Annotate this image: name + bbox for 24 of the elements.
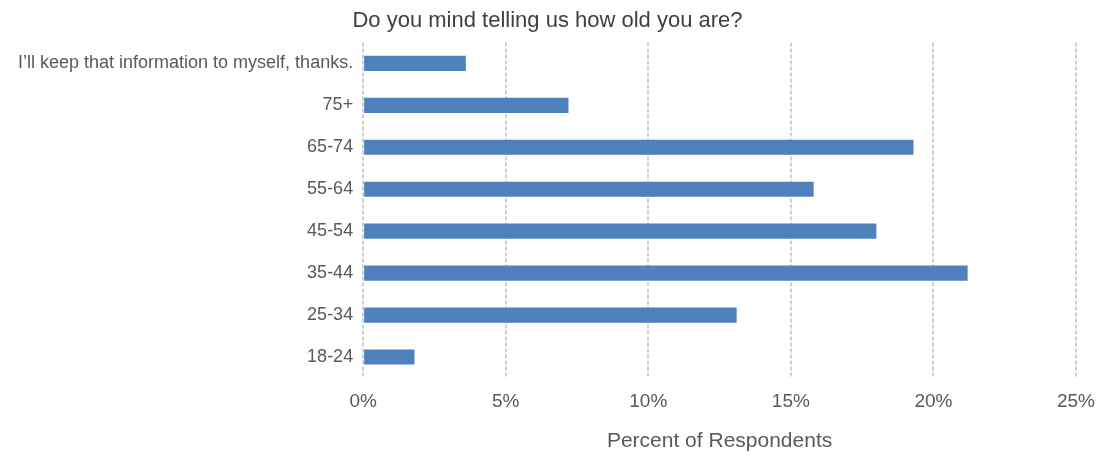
y-tick-label: 55-64 (307, 178, 354, 199)
bar (364, 97, 569, 113)
chart-title: Do you mind telling us how old you are? (352, 7, 743, 33)
bar (364, 181, 814, 197)
y-tick-label: 65-74 (307, 136, 354, 157)
y-tick-label: 18-24 (307, 345, 354, 366)
x-tick-label: 20% (914, 389, 953, 411)
y-tick-label: 35-44 (307, 262, 354, 283)
y-tick-label: I’ll keep that information to myself, thanks. (18, 52, 354, 73)
y-tick-label: 75+ (322, 94, 354, 115)
x-tick-label: 15% (771, 389, 810, 411)
x-tick-label: 10% (629, 389, 668, 411)
x-tick-label: 0% (349, 389, 377, 411)
x-tick-label: 25% (1056, 389, 1096, 411)
x-axis-title: Percent of Respondents (606, 428, 833, 452)
bar (364, 139, 914, 155)
bar (364, 55, 466, 71)
bar (364, 307, 737, 323)
y-tick-label: 45-54 (307, 220, 354, 241)
bar (364, 223, 877, 239)
bar (364, 265, 968, 281)
y-tick-label: 25-34 (307, 304, 354, 325)
x-tick-label: 5% (491, 389, 520, 411)
bar (364, 349, 415, 365)
